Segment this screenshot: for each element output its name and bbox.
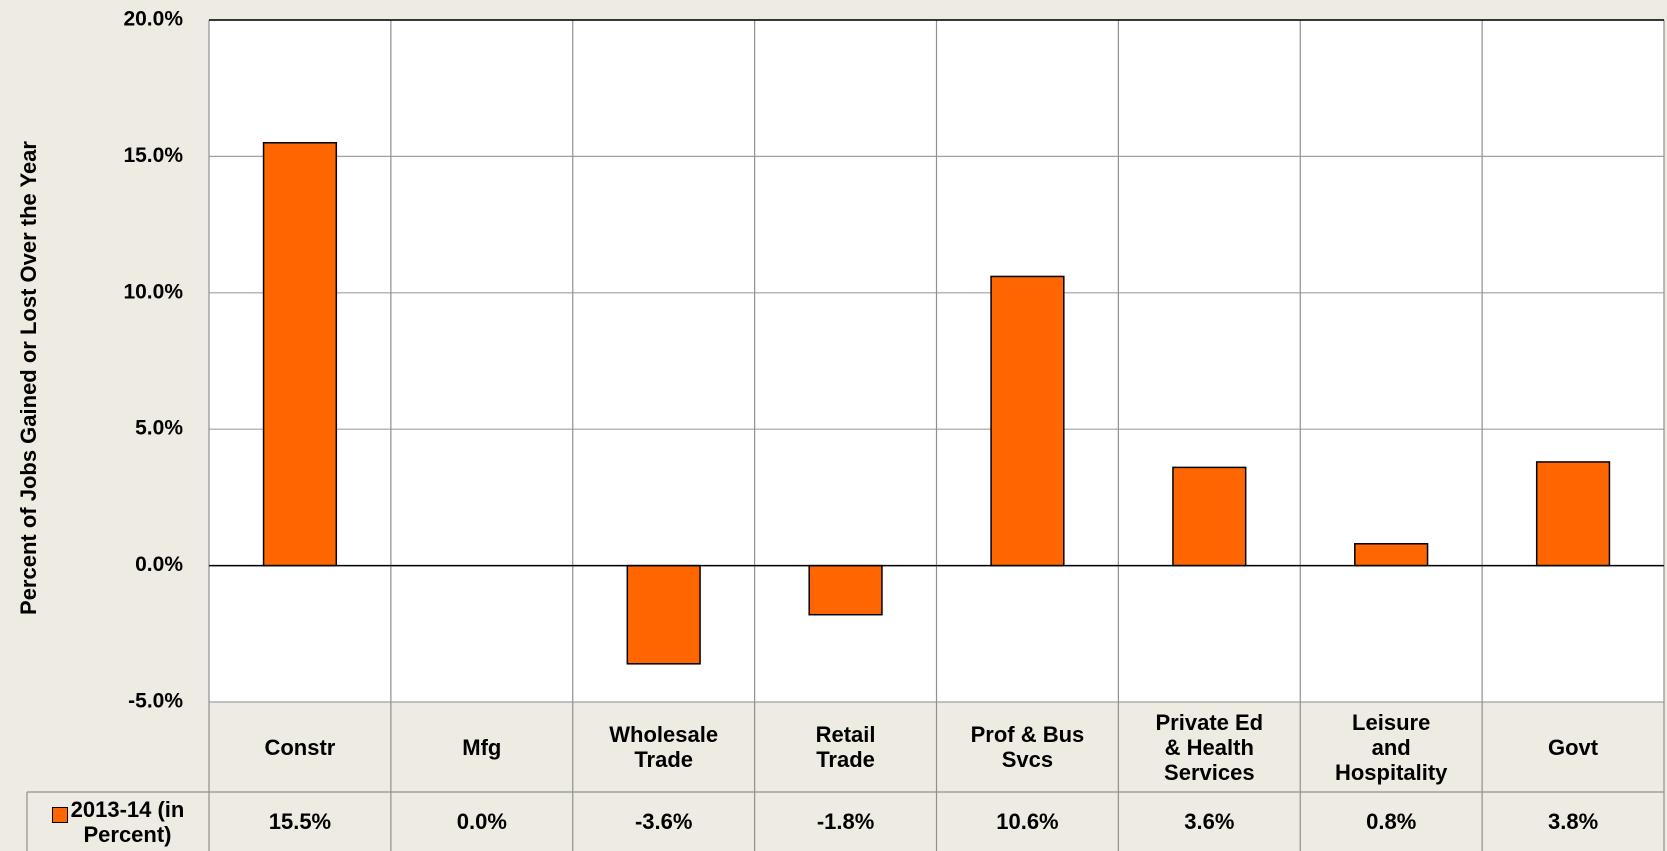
y-tick-label: 15.0% (123, 144, 183, 167)
y-axis-label: Percent of Jobs Gained or Lost Over the … (16, 141, 41, 615)
bar (262, 142, 338, 567)
x-tick-label: Private Ed & Health Services (1155, 709, 1264, 785)
x-tick-label: Wholesale Trade (609, 722, 719, 772)
data-table-value: 15.5% (268, 809, 332, 834)
x-tick-label: Govt (1548, 734, 1599, 760)
bar (1535, 461, 1611, 567)
bar (808, 564, 883, 616)
data-table-value: 0.0% (456, 809, 507, 834)
x-tick-label: Constr (264, 734, 336, 760)
bar (1354, 543, 1429, 567)
data-table-value: -3.6% (634, 809, 693, 834)
y-tick-label: -5.0% (128, 690, 183, 713)
bar (626, 564, 701, 665)
y-tick-label: 20.0% (123, 8, 183, 31)
data-table-value: 10.6% (996, 809, 1059, 834)
y-tick-label: 5.0% (135, 417, 183, 440)
x-tick-label: Retail Trade (815, 722, 876, 772)
x-tick-label: Prof & Bus Svcs (970, 722, 1085, 772)
data-table-value: 3.8% (1547, 809, 1599, 834)
data-table-value: 3.6% (1184, 809, 1235, 834)
legend-swatch (51, 807, 68, 823)
data-table-value: 0.8% (1366, 809, 1417, 834)
bar (1172, 466, 1247, 567)
data-table-value: -1.8% (816, 809, 875, 834)
legend-entry: 2013-14 (in Percent) (27, 792, 209, 851)
x-tick-label: Mfg (462, 734, 502, 760)
bar (990, 275, 1065, 567)
y-tick-label: 0.0% (135, 553, 183, 576)
x-tick-label: Leisure and Hospitality (1334, 709, 1448, 785)
y-tick-label: 10.0% (123, 280, 183, 303)
legend-label: 2013-14 (in Percent) (70, 796, 185, 847)
